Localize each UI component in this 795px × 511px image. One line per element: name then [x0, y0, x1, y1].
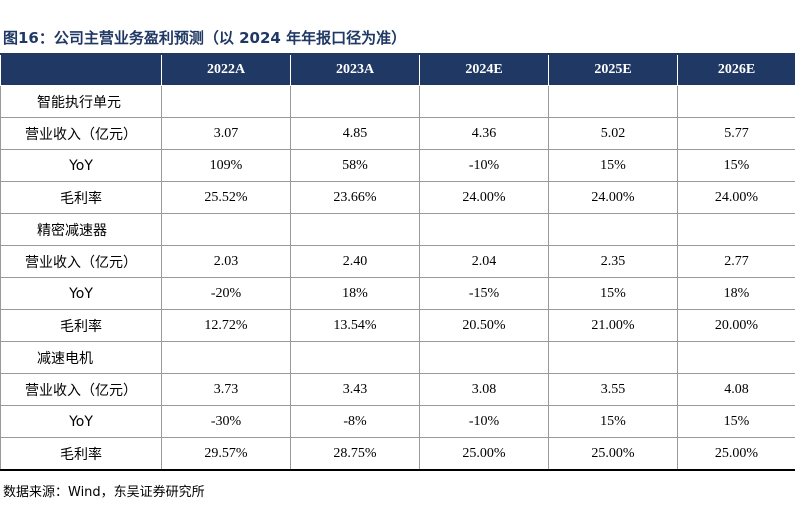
segment-name: 减速电机	[0, 341, 162, 374]
column-header: 2025E	[548, 55, 678, 86]
source-note: 数据来源：Wind，东吴证券研究所	[3, 485, 205, 500]
value-cell: 20.00%	[677, 309, 795, 342]
segment-row: 智能执行单元	[0, 85, 795, 118]
empty-cell	[419, 213, 549, 246]
value-cell: 15%	[548, 405, 678, 438]
table-row: YoY -20% 18% -15% 15% 18%	[0, 277, 795, 310]
table-row: YoY 109% 58% -10% 15% 15%	[0, 149, 795, 182]
value-cell: -8%	[290, 405, 420, 438]
forecast-table: 2022A 2023A 2024E 2025E 2026E 智能执行单元 营业收…	[0, 55, 795, 471]
row-label: 营业收入（亿元）	[0, 117, 162, 150]
value-cell: 21.00%	[548, 309, 678, 342]
value-cell: 18%	[290, 277, 420, 310]
value-cell: -30%	[161, 405, 291, 438]
value-cell: 23.66%	[290, 181, 420, 214]
value-cell: 3.07	[161, 117, 291, 150]
value-cell: 2.35	[548, 245, 678, 278]
value-cell: 3.73	[161, 373, 291, 406]
value-cell: -20%	[161, 277, 291, 310]
row-label: YoY	[0, 277, 162, 310]
header-corner-cell	[0, 55, 162, 86]
empty-cell	[161, 213, 291, 246]
value-cell: 3.08	[419, 373, 549, 406]
empty-cell	[290, 85, 420, 118]
value-cell: 25.00%	[419, 437, 549, 471]
segment-name: 精密减速器	[0, 213, 162, 246]
column-header: 2026E	[677, 55, 795, 86]
value-cell: 3.55	[548, 373, 678, 406]
figure-caption: 图16：公司主营业务盈利预测（以 2024 年年报口径为准）	[3, 29, 407, 47]
value-cell: 2.77	[677, 245, 795, 278]
value-cell: 4.08	[677, 373, 795, 406]
table-row: YoY -30% -8% -10% 15% 15%	[0, 405, 795, 438]
table-row: 毛利率 12.72% 13.54% 20.50% 21.00% 20.00%	[0, 309, 795, 342]
row-label: 毛利率	[0, 309, 162, 342]
row-label: 毛利率	[0, 181, 162, 214]
value-cell: 24.00%	[548, 181, 678, 214]
value-cell: 15%	[548, 149, 678, 182]
empty-cell	[161, 85, 291, 118]
value-cell: -10%	[419, 149, 549, 182]
empty-cell	[548, 213, 678, 246]
value-cell: -10%	[419, 405, 549, 438]
value-cell: 3.43	[290, 373, 420, 406]
table-row: 营业收入（亿元） 2.03 2.40 2.04 2.35 2.77	[0, 245, 795, 278]
value-cell: 24.00%	[419, 181, 549, 214]
value-cell: 25.00%	[548, 437, 678, 471]
segment-name: 智能执行单元	[0, 85, 162, 118]
row-label: 营业收入（亿元）	[0, 373, 162, 406]
table-header-row: 2022A 2023A 2024E 2025E 2026E	[0, 55, 795, 86]
table-row: 营业收入（亿元） 3.07 4.85 4.36 5.02 5.77	[0, 117, 795, 150]
value-cell: 15%	[548, 277, 678, 310]
empty-cell	[548, 341, 678, 374]
column-header: 2024E	[419, 55, 549, 86]
table-row: 营业收入（亿元） 3.73 3.43 3.08 3.55 4.08	[0, 373, 795, 406]
value-cell: 4.36	[419, 117, 549, 150]
value-cell: 25.52%	[161, 181, 291, 214]
segment-row: 减速电机	[0, 341, 795, 374]
empty-cell	[290, 213, 420, 246]
empty-cell	[548, 85, 678, 118]
value-cell: 5.02	[548, 117, 678, 150]
value-cell: 15%	[677, 405, 795, 438]
value-cell: 13.54%	[290, 309, 420, 342]
value-cell: -15%	[419, 277, 549, 310]
value-cell: 15%	[677, 149, 795, 182]
value-cell: 12.72%	[161, 309, 291, 342]
row-label: YoY	[0, 405, 162, 438]
value-cell: 58%	[290, 149, 420, 182]
empty-cell	[677, 341, 795, 374]
value-cell: 2.04	[419, 245, 549, 278]
value-cell: 109%	[161, 149, 291, 182]
empty-cell	[677, 213, 795, 246]
value-cell: 4.85	[290, 117, 420, 150]
empty-cell	[161, 341, 291, 374]
row-label: 营业收入（亿元）	[0, 245, 162, 278]
table-row: 毛利率 25.52% 23.66% 24.00% 24.00% 24.00%	[0, 181, 795, 214]
value-cell: 2.03	[161, 245, 291, 278]
value-cell: 5.77	[677, 117, 795, 150]
empty-cell	[290, 341, 420, 374]
row-label: YoY	[0, 149, 162, 182]
table-row: 毛利率 29.57% 28.75% 25.00% 25.00% 25.00%	[0, 437, 795, 471]
value-cell: 18%	[677, 277, 795, 310]
column-header: 2022A	[161, 55, 291, 86]
row-label: 毛利率	[0, 437, 162, 471]
value-cell: 25.00%	[677, 437, 795, 471]
column-header: 2023A	[290, 55, 420, 86]
value-cell: 20.50%	[419, 309, 549, 342]
empty-cell	[419, 341, 549, 374]
segment-row: 精密减速器	[0, 213, 795, 246]
value-cell: 29.57%	[161, 437, 291, 471]
value-cell: 2.40	[290, 245, 420, 278]
value-cell: 28.75%	[290, 437, 420, 471]
header-rule	[0, 53, 795, 55]
empty-cell	[419, 85, 549, 118]
empty-cell	[677, 85, 795, 118]
value-cell: 24.00%	[677, 181, 795, 214]
